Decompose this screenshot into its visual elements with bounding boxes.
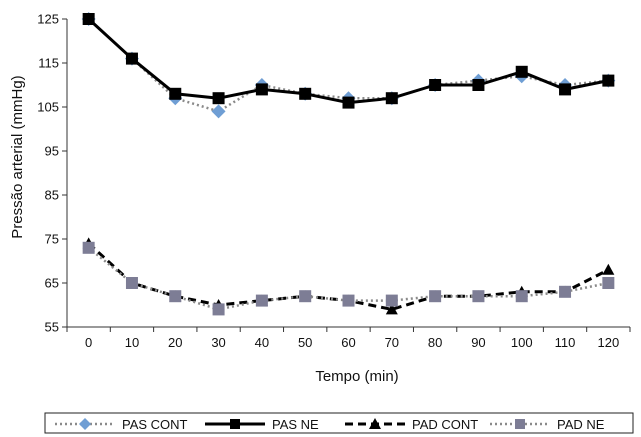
- data-point: [255, 83, 268, 96]
- data-point: [169, 87, 182, 100]
- y-tick-label: 125: [37, 12, 59, 27]
- y-tick-label: 55: [45, 320, 59, 335]
- data-point: [342, 96, 355, 109]
- legend-marker: [79, 418, 91, 430]
- series-pas-ne: [82, 13, 615, 109]
- data-point: [125, 277, 138, 289]
- data-point: [429, 79, 442, 91]
- data-point: [212, 303, 225, 316]
- x-tick-label: 40: [255, 335, 269, 350]
- x-axis-ticks: 0 10 20 30 40 50 60 70 80 90 100 110 120: [66, 327, 631, 350]
- x-tick-label: 80: [428, 335, 442, 350]
- y-axis-ticks: 55 65 75 85 95 105 115 125: [37, 12, 67, 335]
- y-tick-label: 115: [38, 56, 59, 71]
- data-point: [385, 303, 398, 315]
- series-pad-ne: [82, 241, 615, 316]
- x-tick-label: 10: [125, 335, 139, 350]
- data-point: [472, 79, 485, 91]
- y-axis-title: Pressão arterial (mmHg): [9, 75, 26, 238]
- data-point: [169, 290, 182, 303]
- legend-box: [44, 412, 634, 434]
- legend-label: PAS CONT: [122, 417, 188, 432]
- legend-item: PAS CONT: [55, 417, 188, 432]
- x-tick-label: 0: [85, 335, 92, 350]
- y-tick-label: 105: [37, 100, 59, 115]
- data-point: [602, 263, 615, 275]
- x-tick-label: 50: [298, 335, 312, 350]
- data-point: [602, 277, 615, 289]
- series-layer: [81, 12, 616, 316]
- y-tick-label: 95: [45, 144, 59, 159]
- data-point: [82, 241, 95, 254]
- x-tick-label: 20: [168, 335, 182, 350]
- data-point: [299, 87, 312, 100]
- legend-label: PAS NE: [272, 417, 319, 432]
- x-tick-label: 70: [385, 335, 399, 350]
- data-point: [82, 13, 95, 25]
- x-axis-title: Tempo (min): [315, 368, 398, 385]
- y-tick-label: 75: [45, 232, 59, 247]
- x-tick-label: 110: [555, 335, 576, 350]
- legend-label: PAD CONT: [412, 417, 478, 432]
- legend: PAS CONT PAS NE PAD CONT PAD NE: [44, 412, 634, 434]
- y-tick-label: 65: [45, 276, 59, 291]
- x-tick-label: 90: [471, 335, 485, 350]
- legend-marker: [369, 418, 381, 429]
- plot-axes: [66, 19, 630, 328]
- data-point: [559, 83, 572, 96]
- data-point: [385, 294, 398, 307]
- legend-item: PAD CONT: [345, 417, 478, 432]
- legend-item: PAD NE: [490, 417, 605, 432]
- data-point: [299, 290, 312, 303]
- data-point: [255, 294, 268, 307]
- legend-label: PAD NE: [557, 417, 605, 432]
- data-point: [515, 65, 528, 78]
- legend-marker: [230, 419, 240, 429]
- data-point: [125, 52, 138, 65]
- data-point: [559, 285, 572, 298]
- x-tick-label: 120: [597, 335, 619, 350]
- data-point: [602, 74, 615, 87]
- data-point: [472, 290, 485, 303]
- data-point: [211, 104, 226, 119]
- legend-item: PAS NE: [205, 417, 319, 432]
- x-tick-label: 100: [511, 335, 533, 350]
- data-point: [429, 290, 442, 303]
- data-point: [515, 290, 528, 303]
- legend-marker: [515, 419, 525, 429]
- data-point: [385, 92, 398, 105]
- y-tick-label: 85: [45, 188, 59, 203]
- data-point: [212, 92, 225, 105]
- x-tick-label: 30: [211, 335, 225, 350]
- data-point: [342, 294, 355, 307]
- x-tick-label: 60: [341, 335, 355, 350]
